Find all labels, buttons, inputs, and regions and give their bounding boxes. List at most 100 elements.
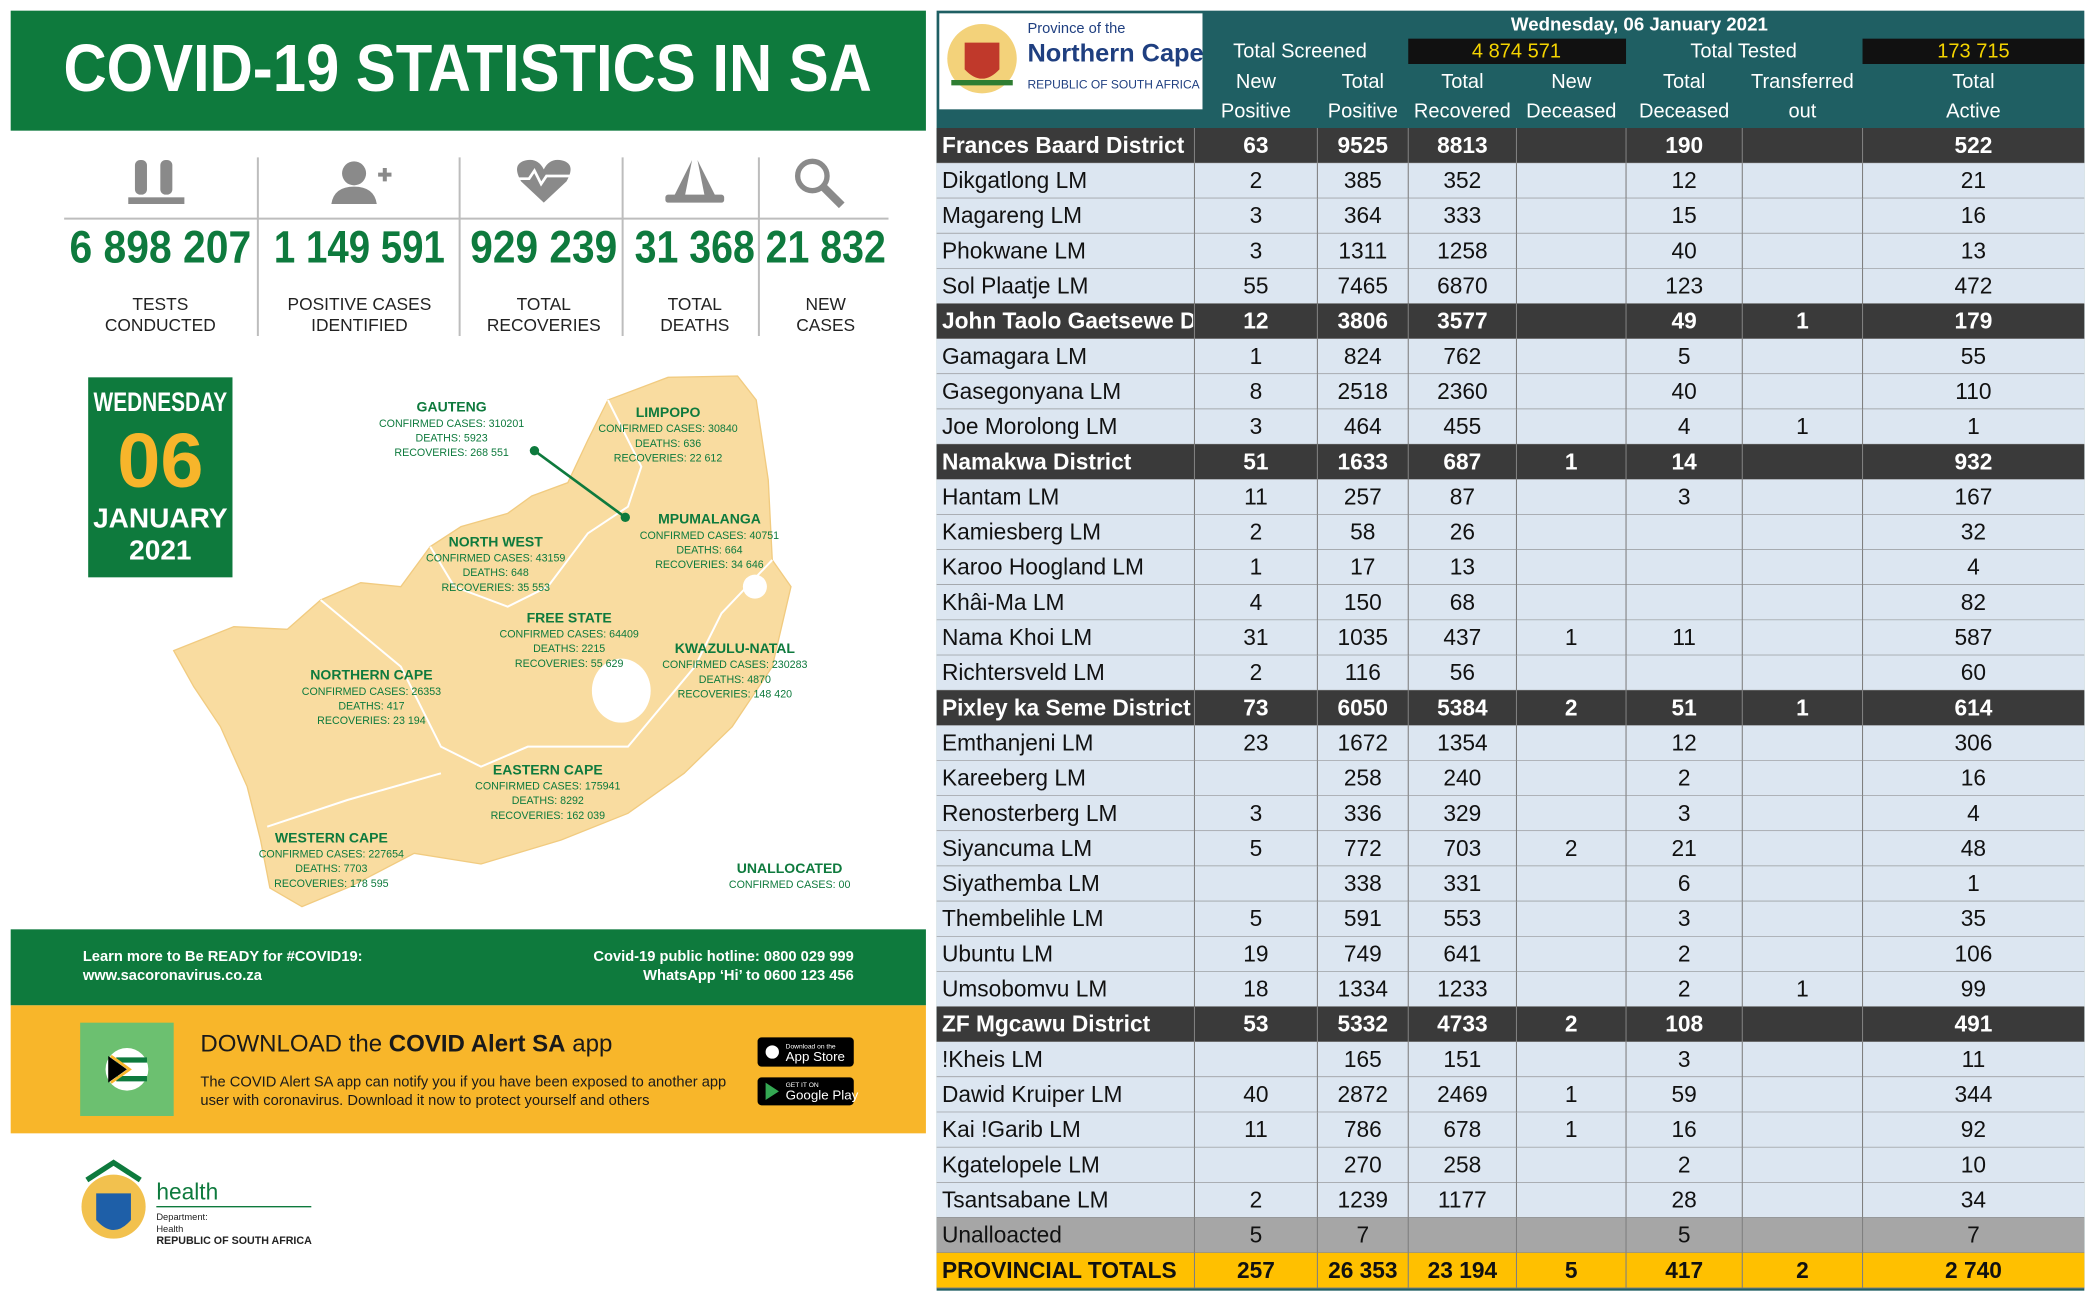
footer-left: www.sacoronavirus.co.za <box>82 968 263 984</box>
cell-value: 12 <box>1672 730 1697 756</box>
logo-line: REPUBLIC OF SOUTH AFRICA <box>1027 78 1199 92</box>
cell-value: 11 <box>1962 1046 1986 1072</box>
municipality-row <box>936 549 2085 585</box>
province-name: NORTHERN CAPE <box>310 667 432 683</box>
province-stat: CONFIRMED CASES: 00 <box>729 879 851 891</box>
cell-value: 14 <box>1672 448 1698 474</box>
department-line: Health <box>156 1224 183 1234</box>
cell-value: 257 <box>1344 483 1382 509</box>
cell-value: 13 <box>1961 237 1986 263</box>
column-header: Recovered <box>1414 100 1511 122</box>
cell-value: 73 <box>1243 694 1268 720</box>
cell-value: 491 <box>1954 1011 1992 1037</box>
app-heading-part: DOWNLOAD the <box>200 1031 388 1058</box>
cell-value: 34 <box>1961 1186 1986 1212</box>
app-heading-part: COVID Alert SA <box>389 1031 566 1058</box>
google-play-badge[interactable] <box>757 1077 854 1106</box>
column-header: Total <box>1952 71 1994 93</box>
province-stat: CONFIRMED CASES: 64409 <box>500 628 639 640</box>
tested-box <box>1862 38 2085 64</box>
cell-value: 364 <box>1344 202 1382 228</box>
cell-value: 2 <box>1796 1257 1809 1283</box>
cell-value: 1 <box>1796 413 1809 439</box>
coat-of-arms <box>85 1159 142 1183</box>
province-stat: RECOVERIES: 23 194 <box>317 715 426 727</box>
cell-value: 1 <box>1565 1116 1578 1142</box>
date-year: 2021 <box>129 534 191 565</box>
cell-value: 257 <box>1237 1257 1275 1283</box>
cell-value: 3806 <box>1338 308 1389 334</box>
row-name: ZF Mgcawu District <box>942 1011 1151 1037</box>
map-lesotho <box>591 658 651 723</box>
province-stat: CONFIRMED CASES: 30840 <box>598 423 737 435</box>
cell-value: 82 <box>1961 589 1986 615</box>
row-name: Hantam LM <box>942 483 1059 509</box>
cell-value: 1354 <box>1437 730 1488 756</box>
cell-value: 12 <box>1243 308 1268 334</box>
cell-value: 472 <box>1954 273 1992 299</box>
date-month: JANUARY <box>93 502 228 533</box>
logo-line: Province of the <box>1027 21 1125 37</box>
province-name: GAUTENG <box>417 399 487 415</box>
cell-value: 6870 <box>1437 273 1488 299</box>
stat-label: NEW <box>805 294 846 314</box>
cell-value: 522 <box>1954 132 1992 158</box>
column-header: Total <box>1342 71 1384 93</box>
cell-value: 455 <box>1443 413 1481 439</box>
cell-value: 3 <box>1250 237 1263 263</box>
cell-value: 2 <box>1565 1011 1578 1037</box>
cell-value: 5384 <box>1437 694 1488 720</box>
cell-value: 2 <box>1678 940 1691 966</box>
stat-value: 21 832 <box>766 222 886 273</box>
municipality-row <box>936 198 2085 234</box>
unallocated-row <box>936 1217 2085 1253</box>
cell-value: 179 <box>1954 308 1992 334</box>
cell-value: 32 <box>1961 519 1986 545</box>
row-name: Kamiesberg LM <box>942 519 1101 545</box>
cell-value: 51 <box>1672 694 1697 720</box>
icon-person <box>331 186 377 204</box>
cell-value: 7 <box>1357 1222 1370 1248</box>
cell-value: 2360 <box>1437 378 1488 404</box>
row-name: Gamagara LM <box>942 343 1087 369</box>
screened-label: Total Screened <box>1233 40 1367 62</box>
app-store-badge[interactable] <box>757 1037 854 1067</box>
cell-value: 762 <box>1443 343 1481 369</box>
row-name: Joe Morolong LM <box>942 413 1117 439</box>
district-row <box>936 1006 2085 1042</box>
province-stat: RECOVERIES: 34 646 <box>655 559 764 571</box>
province-name: KWAZULU-NATAL <box>675 640 796 656</box>
municipality-row <box>936 1112 2085 1148</box>
cell-value: 8 <box>1250 378 1263 404</box>
cell-value: 3 <box>1250 202 1263 228</box>
cell-value: 23 194 <box>1428 1257 1498 1283</box>
cell-value: 123 <box>1665 273 1703 299</box>
cell-value: 165 <box>1344 1046 1382 1072</box>
google-play-small: GET IT ON <box>786 1082 819 1089</box>
cell-value: 932 <box>1954 448 1992 474</box>
province-stat: DEATHS: 664 <box>676 544 742 556</box>
row-name: Namakwa District <box>942 448 1132 474</box>
cell-value: 240 <box>1443 765 1481 791</box>
cell-value: 336 <box>1344 800 1382 826</box>
cell-value: 641 <box>1443 940 1481 966</box>
cell-value: 5 <box>1250 905 1263 931</box>
cell-value: 3 <box>1678 483 1691 509</box>
map-borders <box>266 399 773 828</box>
province-stat: RECOVERIES: 148 420 <box>678 688 793 700</box>
cell-value: 3 <box>1678 1046 1691 1072</box>
cell-value: 1672 <box>1338 730 1389 756</box>
row-name: Khâi-Ma LM <box>942 589 1064 615</box>
table-date: Wednesday, 06 January 2021 <box>1511 13 1768 34</box>
municipality-row <box>936 1182 2085 1218</box>
province-stat: CONFIRMED CASES: 43159 <box>426 552 565 564</box>
app-heading-part: app <box>566 1031 613 1058</box>
cell-value: 1 <box>1250 554 1263 580</box>
cell-value: 2 <box>1678 1151 1691 1177</box>
province-stat: CONFIRMED CASES: 310201 <box>379 418 524 430</box>
play-logo <box>765 1082 779 1100</box>
row-name: Pixley ka Seme District <box>942 694 1191 720</box>
municipality-row <box>936 1147 2085 1183</box>
province-stat: RECOVERIES: 55 629 <box>515 658 624 670</box>
cell-value: 7465 <box>1338 273 1389 299</box>
